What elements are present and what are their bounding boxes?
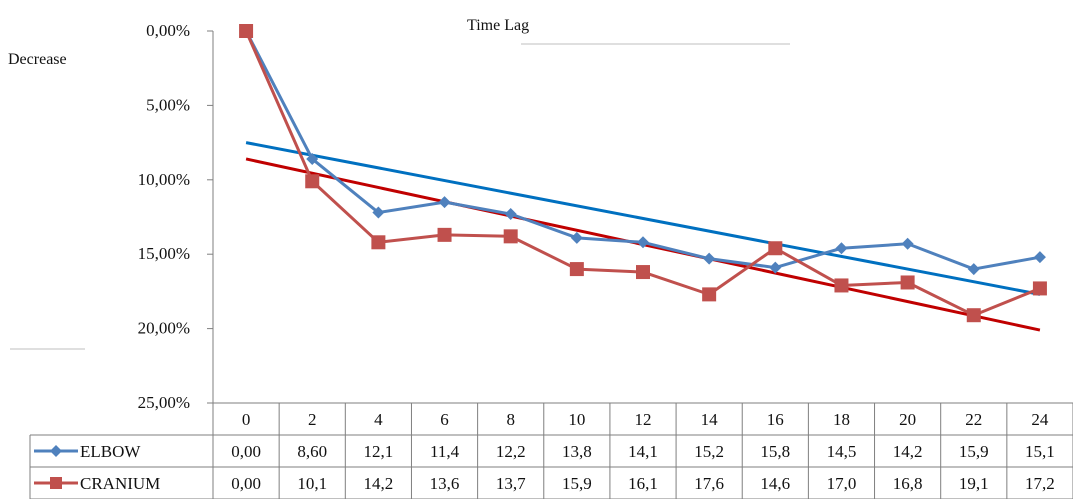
table-cell-value: 15,9	[959, 442, 989, 461]
table-cell-value: 17,6	[694, 474, 724, 493]
data-point	[636, 265, 650, 280]
data-point	[966, 308, 981, 323]
series-lines	[239, 24, 1047, 323]
table-cell-value: 15,8	[760, 442, 790, 461]
table-cell-value: 12,1	[364, 442, 394, 461]
data-point	[703, 252, 716, 265]
legend-series-name: CRANIUM	[80, 474, 160, 493]
table-cell-value: 10,1	[297, 474, 327, 493]
y-axis-label: Decrease	[8, 51, 67, 68]
y-tick-label: 25,00%	[138, 393, 190, 412]
data-point	[239, 24, 254, 38]
data-point	[1032, 281, 1047, 296]
x-tick-label: 6	[440, 410, 449, 429]
table-cell-value: 14,2	[893, 442, 923, 461]
data-point	[834, 278, 849, 293]
table-cell-value: 16,8	[893, 474, 923, 493]
table-cell-value: 14,1	[628, 442, 658, 461]
x-tick-label: 14	[701, 410, 719, 429]
data-point	[437, 227, 452, 242]
x-tick-label: 20	[899, 410, 916, 429]
data-point	[305, 174, 320, 189]
data-point	[900, 275, 915, 290]
data-point	[503, 229, 518, 244]
table-cell-value: 13,6	[430, 474, 460, 493]
table-cell-value: 13,8	[562, 442, 592, 461]
data-point	[769, 261, 782, 274]
data-point	[371, 235, 386, 250]
table-cell-value: 11,4	[430, 442, 460, 461]
x-tick-label: 22	[965, 410, 982, 429]
x-tick-label: 12	[635, 410, 652, 429]
chart-title: Time Lag	[467, 17, 529, 34]
data-point	[438, 196, 451, 209]
y-axis: 0,00% 5,00% 10,00% 15,00% 20,00% 25,00%	[138, 21, 214, 412]
table-cell-value: 19,1	[959, 474, 989, 493]
table-cell-value: 15,1	[1025, 442, 1055, 461]
legend-series-name: ELBOW	[80, 442, 141, 461]
table-cell-value: 14,2	[364, 474, 394, 493]
table-cell-value: 14,5	[827, 442, 857, 461]
y-tick-label: 20,00%	[138, 319, 190, 338]
data-point	[901, 237, 914, 250]
data-point	[768, 241, 783, 256]
data-point	[570, 231, 583, 244]
table-cell-value: 15,2	[694, 442, 724, 461]
legend-key-marker	[50, 477, 62, 489]
x-tick-label: 4	[374, 410, 383, 429]
x-tick-label: 8	[506, 410, 515, 429]
data-point	[372, 206, 385, 219]
data-point	[306, 152, 319, 165]
data-point	[569, 262, 584, 277]
data-point	[504, 208, 517, 221]
x-tick-label: 24	[1031, 410, 1049, 429]
table-cell-value: 16,1	[628, 474, 658, 493]
data-point	[835, 242, 848, 255]
x-tick-label: 16	[767, 410, 784, 429]
series-line	[244, 30, 1041, 271]
data-point	[1033, 251, 1046, 264]
table-cell-value: 17,2	[1025, 474, 1055, 493]
table-cell-value: 0,00	[231, 474, 261, 493]
table-cell-value: 17,0	[827, 474, 857, 493]
y-tick-label: 15,00%	[138, 244, 190, 263]
x-tick-label: 2	[308, 410, 317, 429]
data-point	[637, 236, 649, 249]
data-point	[967, 263, 980, 276]
table-cell-value: 12,2	[496, 442, 526, 461]
table-cell-value: 0,00	[231, 442, 261, 461]
y-tick-label: 10,00%	[138, 170, 190, 189]
data-point	[702, 287, 717, 302]
y-tick-label: 5,00%	[146, 95, 190, 114]
table-cell-value: 13,7	[496, 474, 526, 493]
table-cell-value: 14,6	[760, 474, 790, 493]
chart-decorations	[10, 43, 790, 350]
x-tick-label: 18	[833, 410, 850, 429]
y-tick-label: 0,00%	[146, 21, 190, 40]
legend-key-marker	[50, 445, 62, 457]
table-cell-value: 8,60	[297, 442, 327, 461]
x-tick-label: 10	[568, 410, 585, 429]
x-tick-label: 0	[242, 410, 251, 429]
trendline	[245, 141, 1041, 296]
table-cell-value: 15,9	[562, 474, 592, 493]
